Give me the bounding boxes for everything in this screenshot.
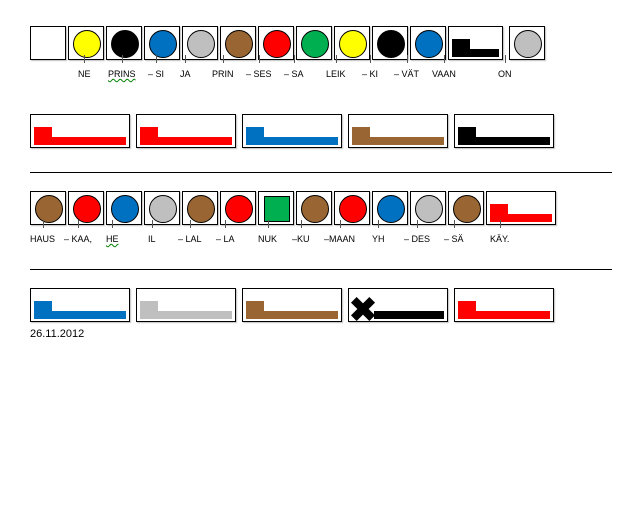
shape-cell — [30, 114, 130, 148]
symbol-cell — [144, 26, 180, 60]
symbol-cell — [258, 26, 294, 60]
shape-cell — [348, 114, 448, 148]
syllable: – SES — [246, 62, 272, 79]
syllable: –MAAN — [324, 227, 355, 244]
syllable: ON — [498, 62, 512, 79]
shape-cell — [242, 288, 342, 322]
symbol-cell — [486, 191, 556, 225]
syllable: – LAL — [178, 227, 202, 244]
shape-cell — [348, 288, 448, 322]
symbol-cell — [410, 26, 446, 60]
row-2-shapes — [30, 114, 612, 148]
row-4-shapes — [30, 288, 612, 322]
separator-1 — [30, 172, 612, 173]
syllable: – SÄ — [444, 227, 464, 244]
syllable: HE — [106, 227, 119, 244]
row-1-syllables: NE PRINS – SI JA PRIN – SES – SA LEIK – KI – VÄT V… — [30, 62, 612, 90]
symbol-cell — [30, 191, 66, 225]
symbol-cell — [220, 26, 256, 60]
symbol-cell — [258, 191, 294, 225]
symbol-cell — [296, 26, 332, 60]
syllable: VAAN — [432, 62, 456, 79]
syllable: – SI — [148, 62, 164, 79]
separator-2 — [30, 269, 612, 270]
syllable: PRIN — [212, 62, 234, 79]
syllable: NE — [78, 62, 91, 79]
row-3-syllables: HAUS – KAA, HE IL – LAL – LA NUK –KU –MAAN YH – DE… — [30, 227, 612, 255]
shape-cell — [454, 288, 554, 322]
symbol-cell — [182, 191, 218, 225]
syllable: YH — [372, 227, 385, 244]
symbol-cell — [410, 191, 446, 225]
symbol-cell — [30, 26, 66, 60]
syllable: HAUS — [30, 227, 55, 244]
syllable: – KI — [362, 62, 378, 79]
syllable: KÄY. — [490, 227, 509, 244]
shape-cell — [30, 288, 130, 322]
symbol-cell — [106, 26, 142, 60]
row-1-symbols — [30, 26, 612, 60]
syllable: – VÄT — [394, 62, 419, 79]
symbol-cell — [144, 191, 180, 225]
syllable: LEIK — [326, 62, 346, 79]
syllable: IL — [148, 227, 156, 244]
syllable: JA — [180, 62, 191, 79]
symbol-cell — [68, 26, 104, 60]
row-3-symbols — [30, 191, 612, 225]
syllable: PRINS — [108, 62, 136, 79]
shape-cell — [136, 114, 236, 148]
syllable: NUK — [258, 227, 277, 244]
shape-cell — [242, 114, 342, 148]
symbol-cell — [448, 26, 503, 60]
symbol-cell — [372, 26, 408, 60]
syllable: – LA — [216, 227, 235, 244]
syllable: – DES — [404, 227, 430, 244]
syllable: –KU — [292, 227, 310, 244]
syllable: – SA — [284, 62, 304, 79]
symbol-cell — [182, 26, 218, 60]
shape-cell — [454, 114, 554, 148]
symbol-cell — [509, 26, 545, 60]
date-label: 26.11.2012 — [30, 328, 612, 340]
syllable: – KAA, — [64, 227, 92, 244]
symbol-cell — [68, 191, 104, 225]
symbol-cell — [334, 26, 370, 60]
shape-cell — [136, 288, 236, 322]
